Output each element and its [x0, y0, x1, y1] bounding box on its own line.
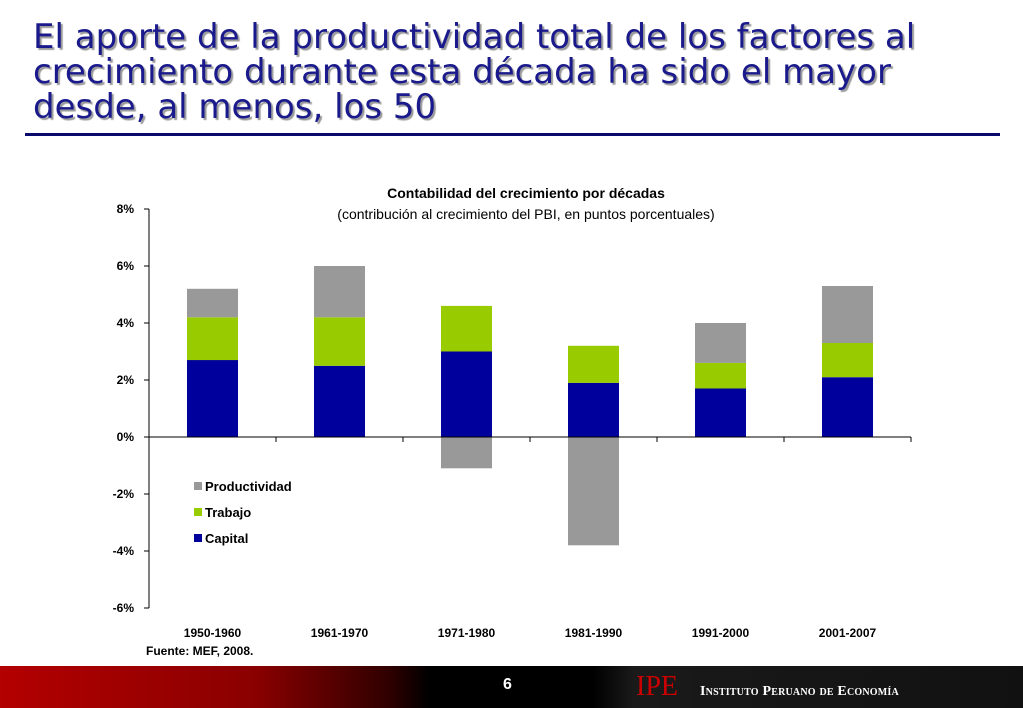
bar-capital-1981-1990: [568, 382, 619, 437]
bar-productividad-1950-1960: [187, 288, 238, 318]
x-tick-label: 1961-1970: [311, 626, 369, 640]
chart-title: Contabilidad del crecimiento por décadas: [387, 185, 665, 201]
bar-capital-1961-1970: [314, 365, 365, 438]
x-tick-label: 1981-1990: [565, 626, 623, 640]
legend-label-capital: Capital: [205, 531, 248, 546]
bar-trabajo-1950-1960: [187, 317, 238, 361]
bar-trabajo-1991-2000: [695, 362, 746, 389]
x-tick-label: 2001-2007: [819, 626, 877, 640]
source-note: Fuente: MEF, 2008.: [146, 644, 254, 658]
bar-productividad-1981-1990: [568, 437, 619, 546]
x-tick-label: 1991-2000: [692, 626, 750, 640]
x-tick-label: 1950-1960: [184, 626, 242, 640]
legend-swatch-productividad: [194, 482, 202, 490]
bar-productividad-2001-2007: [822, 286, 873, 343]
y-tick-label: -2%: [113, 487, 135, 501]
legend: Productividad Trabajo Capital: [194, 479, 292, 546]
bar-capital-2001-2007: [822, 377, 873, 437]
slide-title: El aporte de la productividad total de l…: [33, 17, 916, 127]
legend-label-trabajo: Trabajo: [205, 505, 251, 520]
bar-trabajo-2001-2007: [822, 343, 873, 378]
ipe-logo: IPE: [636, 671, 678, 702]
y-tick-label: -6%: [113, 601, 135, 615]
bar-productividad-1971-1980: [441, 437, 492, 469]
bar-capital-1950-1960: [187, 360, 238, 437]
bar-trabajo-1981-1990: [568, 345, 619, 383]
legend-label-productividad: Productividad: [205, 479, 292, 494]
bar-trabajo-1971-1980: [441, 305, 492, 352]
growth-accounting-chart: Contabilidad del crecimiento por décadas…: [113, 185, 912, 640]
bar-capital-1991-2000: [695, 388, 746, 437]
legend-swatch-trabajo: [194, 508, 202, 516]
y-tick-label: -4%: [113, 544, 135, 558]
axes-group: 1950-1960 1961-1970 1971-1980 1981-1990 1991…: [113, 202, 912, 640]
title-divider: [25, 133, 1000, 136]
chart-subtitle: (contribución al crecimiento del PBI, en…: [337, 206, 714, 222]
bar-productividad-1991-2000: [695, 323, 746, 363]
y-tick-label: 6%: [117, 259, 135, 273]
institute-name: Instituto Peruano de Economía: [700, 684, 899, 699]
bar-capital-1971-1980: [441, 351, 492, 437]
y-tick-label: 8%: [117, 202, 135, 216]
x-tick-label: 1971-1980: [438, 626, 496, 640]
footer-bar: [0, 666, 1023, 708]
y-tick-label: 2%: [117, 373, 135, 387]
page-number: 6: [503, 676, 512, 693]
legend-swatch-capital: [194, 534, 202, 542]
y-tick-label: 0%: [117, 430, 135, 444]
bar-productividad-1961-1970: [314, 266, 365, 318]
y-tick-label: 4%: [117, 316, 135, 330]
bars-group: [187, 266, 873, 546]
bar-trabajo-1961-1970: [314, 317, 365, 366]
